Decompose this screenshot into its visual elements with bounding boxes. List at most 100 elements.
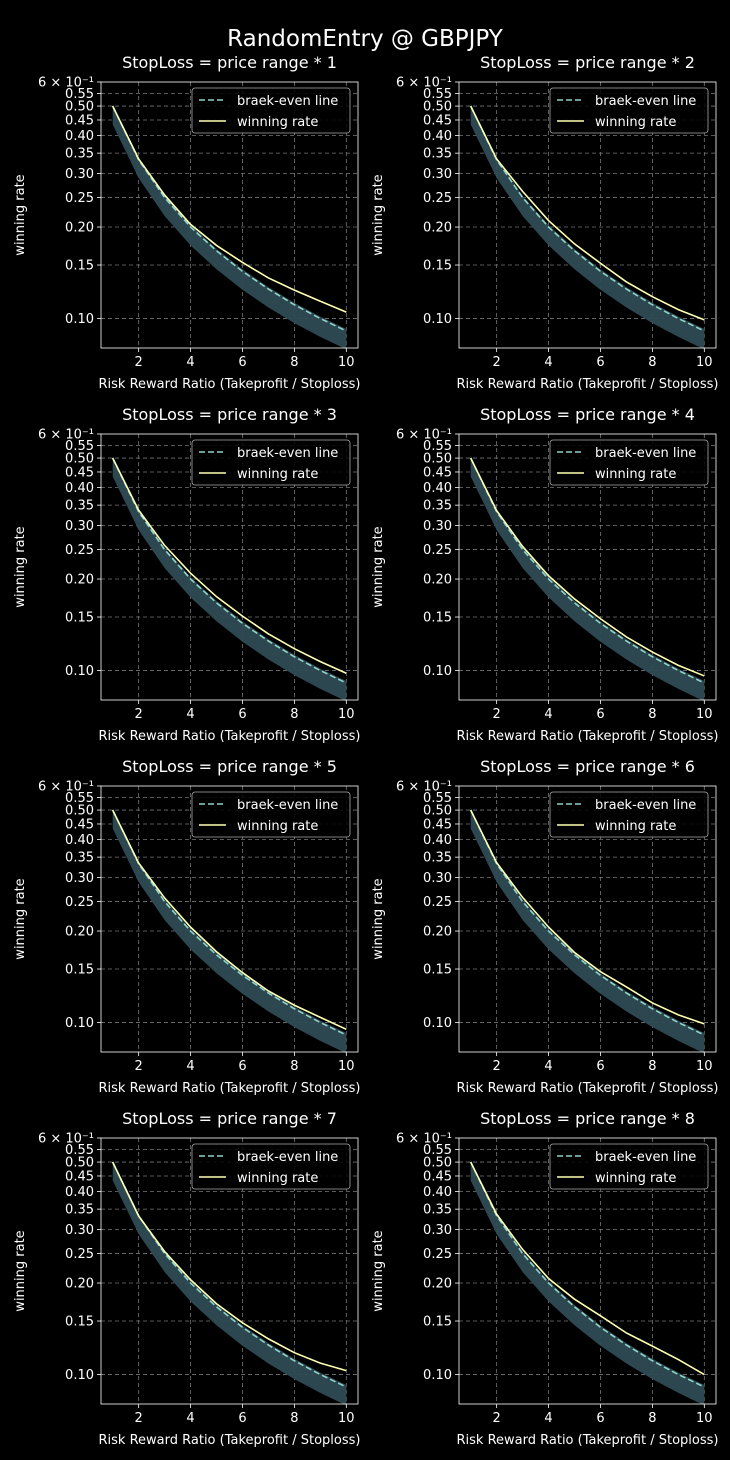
y-tick-label: 0.40 [65,833,94,848]
y-top-tick-label: 6 × 10⁻¹ [38,76,94,91]
x-tick-label: 6 [238,707,246,722]
y-axis-label: winning rate [371,878,386,959]
y-tick-label: 0.10 [423,664,452,679]
x-tick-label: 10 [696,1411,713,1426]
y-tick-label: 0.15 [65,963,94,978]
y-axis-label: winning rate [13,526,28,607]
winning-rate-line [111,1161,347,1372]
y-tick-label: 0.20 [65,925,94,940]
y-tick-label: 0.25 [65,1247,94,1262]
axes-frame [100,433,359,701]
subplot-4: StopLoss = price range * 4 2 4 6 8 10 0.10 0.15… [371,405,718,744]
winning-rate-line [469,809,705,1025]
x-tick-label: 10 [338,1411,355,1426]
legend-box [549,439,709,486]
y-tick-label: 0.20 [423,1277,452,1292]
x-tick-label: 8 [648,1059,656,1074]
y-tick-label: 0.35 [423,1203,452,1218]
legend-winning-label: winning rate [595,1171,676,1186]
figure-title: RandomEntry @ GBPJPY [227,26,503,52]
y-axis-label: winning rate [13,174,28,255]
y-axis-label: winning rate [13,878,28,959]
y-tick-label: 0.25 [65,191,94,206]
confidence-band [470,1160,705,1406]
x-tick-label: 4 [544,355,552,370]
axes-frame [458,81,717,349]
y-tick-label: 0.40 [65,481,94,496]
y-tick-label: 0.10 [65,312,94,327]
y-top-tick-label: 6 × 10⁻¹ [38,1132,94,1147]
y-tick-label: 0.25 [423,543,452,558]
y-tick-label: 0.40 [423,1185,452,1200]
breakeven-line [111,1161,347,1388]
y-top-tick-label: 6 × 10⁻¹ [396,76,452,91]
y-tick-label: 0.40 [423,481,452,496]
y-tick-label: 0.50 [423,452,452,467]
axes-frame [100,785,359,1053]
breakeven-line [469,1161,705,1388]
confidence-band [470,456,705,702]
x-tick-label: 2 [493,355,501,370]
y-tick-label: 0.55 [65,1143,94,1158]
legend: braek-even line winning rate [549,439,709,486]
x-axis-label: Risk Reward Ratio (Takeprofit / Stoploss… [457,1081,719,1096]
y-axis-label: winning rate [13,1230,28,1311]
x-tick-label: 8 [290,1411,298,1426]
y-tick-label: 0.35 [423,851,452,866]
legend-breakeven-label: braek-even line [595,446,696,461]
x-tick-label: 10 [696,1059,713,1074]
legend-winning-label: winning rate [595,115,676,130]
legend-breakeven-label: braek-even line [237,798,338,813]
legend-winning-label: winning rate [237,1171,318,1186]
y-tick-label: 0.35 [65,1203,94,1218]
breakeven-line [469,809,705,1036]
legend: braek-even line winning rate [191,1143,351,1190]
legend: braek-even line winning rate [191,791,351,838]
subplot-8: StopLoss = price range * 8 2 4 6 8 10 0.10 0.15… [371,1109,718,1448]
legend: braek-even line winning rate [191,87,351,134]
y-tick-label: 0.30 [423,1223,452,1238]
y-tick-label: 0.30 [423,519,452,534]
subplot-title: StopLoss = price range * 1 [122,53,337,72]
x-tick-label: 2 [493,1411,501,1426]
y-tick-label: 0.35 [65,499,94,514]
y-tick-label: 0.30 [423,167,452,182]
winning-rate-line [469,1161,705,1376]
legend-winning-label: winning rate [595,819,676,834]
legend-breakeven-label: braek-even line [237,446,338,461]
x-tick-label: 2 [493,1059,501,1074]
legend-breakeven-label: braek-even line [595,94,696,109]
x-tick-label: 4 [186,1059,194,1074]
x-axis-label: Risk Reward Ratio (Takeprofit / Stoploss… [99,729,361,744]
y-tick-label: 0.20 [65,573,94,588]
y-tick-label: 0.15 [423,259,452,274]
y-tick-label: 0.50 [65,100,94,115]
legend-box [549,87,709,134]
y-tick-label: 0.55 [65,87,94,102]
winning-rate-line [111,457,347,674]
y-top-tick-label: 6 × 10⁻¹ [396,1132,452,1147]
x-tick-label: 8 [648,355,656,370]
y-tick-label: 0.50 [423,100,452,115]
legend-breakeven-label: braek-even line [237,1150,338,1165]
legend-winning-label: winning rate [595,467,676,482]
y-tick-label: 0.40 [65,1185,94,1200]
x-tick-label: 4 [186,1411,194,1426]
confidence-band [112,456,347,702]
axes-frame [458,785,717,1053]
winning-rate-line [111,105,347,313]
legend: braek-even line winning rate [549,87,709,134]
x-tick-label: 2 [135,1411,143,1426]
subplot-title: StopLoss = price range * 5 [122,757,337,776]
y-top-tick-label: 6 × 10⁻¹ [396,780,452,795]
legend-box [191,439,351,486]
x-tick-label: 10 [338,1059,355,1074]
y-tick-label: 0.35 [65,851,94,866]
legend-box [191,1143,351,1190]
x-tick-label: 4 [544,1411,552,1426]
y-tick-label: 0.10 [423,312,452,327]
x-tick-label: 6 [596,707,604,722]
y-axis-label: winning rate [371,174,386,255]
x-axis-label: Risk Reward Ratio (Takeprofit / Stoploss… [99,377,361,392]
subplot-5: StopLoss = price range * 5 2 4 6 8 10 0.10 0.15… [13,757,360,1096]
